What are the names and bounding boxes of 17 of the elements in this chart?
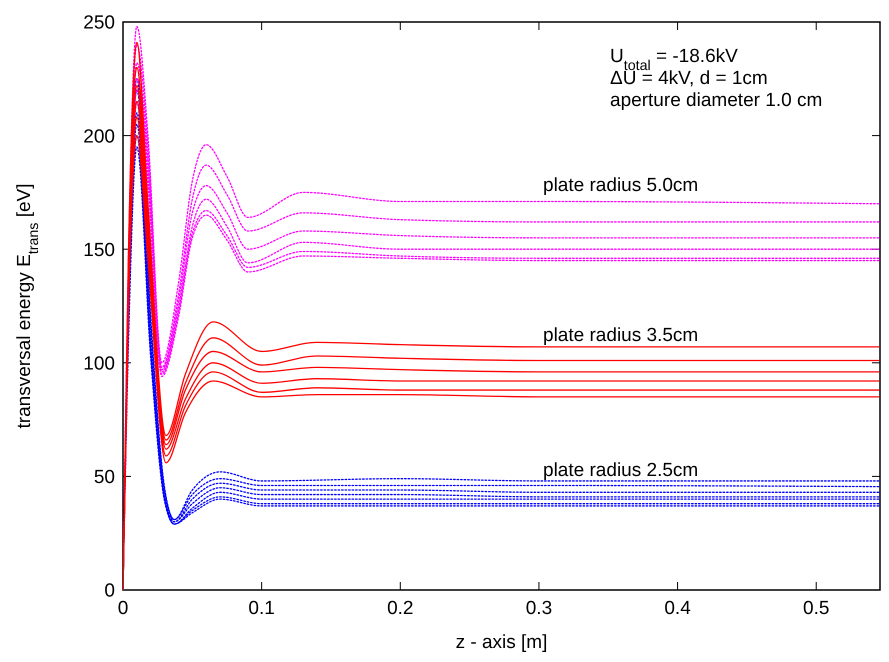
annotation: aperture diameter 1.0 cm [610, 90, 822, 111]
x-tick-label: 0.2 [387, 598, 414, 619]
x-tick-label: 0.1 [248, 598, 275, 619]
x-tick-label: 0.3 [526, 598, 552, 619]
y-tick-label: 150 [83, 240, 115, 261]
y-tick-label: 50 [94, 467, 115, 488]
y-tick-label: 200 [83, 126, 115, 148]
x-tick-label: 0.5 [803, 598, 830, 619]
y-tick-label: 250 [83, 12, 115, 34]
x-tick-label: 0 [118, 598, 128, 619]
x-axis-title: z - axis [m] [456, 632, 548, 653]
x-tick-label: 0.4 [664, 598, 692, 619]
annotation: plate radius 3.5cm [543, 325, 698, 346]
y-tick-label: 0 [104, 580, 115, 602]
annotation: plate radius 5.0cm [543, 175, 698, 196]
annotation: plate radius 2.5cm [543, 460, 698, 481]
y-tick-label: 100 [83, 353, 115, 374]
